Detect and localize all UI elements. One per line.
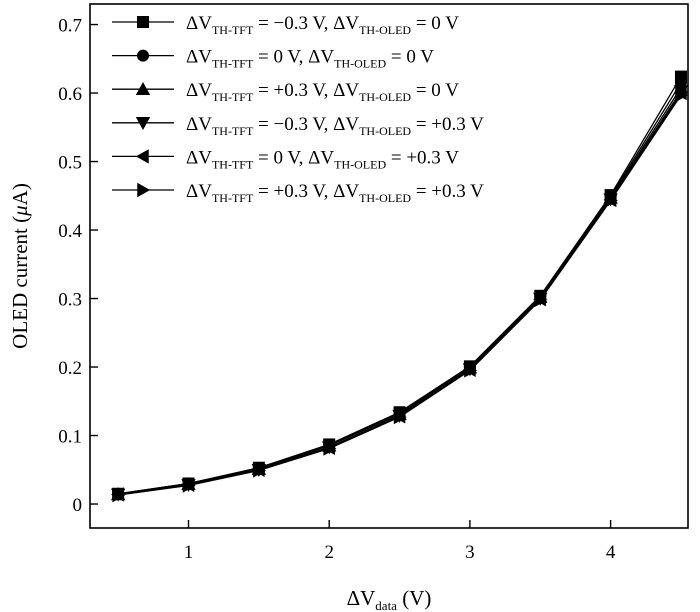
y-tick-label: 0.6 <box>58 84 82 105</box>
series-2 <box>112 76 687 500</box>
legend-label: ΔVTH-TFT = +0.3 V, ΔVTH-OLED = +0.3 V <box>186 181 484 205</box>
legend-label: ΔVTH-TFT = 0 V, ΔVTH-OLED = 0 V <box>186 47 434 71</box>
data-point <box>182 478 196 493</box>
x-axis-label: ΔVdata (V) <box>347 586 432 612</box>
y-tick-label: 0.5 <box>58 153 82 174</box>
legend-label: ΔVTH-TFT = +0.3 V, ΔVTH-OLED = 0 V <box>186 80 459 104</box>
legend-marker <box>135 117 151 130</box>
x-tick-label: 4 <box>606 542 616 563</box>
data-point <box>323 441 337 456</box>
legend-entry: ΔVTH-TFT = −0.3 V, ΔVTH-OLED = 0 V <box>112 13 459 37</box>
data-point <box>604 193 618 208</box>
legend-label: ΔVTH-TFT = −0.3 V, ΔVTH-OLED = +0.3 V <box>186 114 484 138</box>
legend-entry: ΔVTH-TFT = 0 V, ΔVTH-OLED = 0 V <box>112 47 434 71</box>
legend-layer: ΔVTH-TFT = −0.3 V, ΔVTH-OLED = 0 V ΔVTH-T… <box>112 13 484 205</box>
data-point <box>675 87 689 103</box>
data-point <box>112 487 126 503</box>
x-tick-label: 2 <box>324 542 334 563</box>
legend-entry: ΔVTH-TFT = −0.3 V, ΔVTH-OLED = +0.3 V <box>112 114 484 138</box>
legend-entry: ΔVTH-TFT = 0 V, ΔVTH-OLED = +0.3 V <box>112 147 459 171</box>
y-tick-label: 0.4 <box>58 221 82 242</box>
series-layer <box>110 70 689 503</box>
y-tick-label: 0 <box>73 495 83 516</box>
y-tick-label: 0.3 <box>58 290 82 311</box>
legend-label: ΔVTH-TFT = −0.3 V, ΔVTH-OLED = 0 V <box>186 13 459 37</box>
legend-marker <box>137 49 149 62</box>
legend-label: ΔVTH-TFT = 0 V, ΔVTH-OLED = +0.3 V <box>186 147 459 171</box>
series-line <box>118 82 682 495</box>
x-tick-label: 1 <box>184 542 194 563</box>
legend-marker <box>135 82 151 95</box>
y-tick-label: 0.7 <box>58 16 82 37</box>
legend-entry: ΔVTH-TFT = +0.3 V, ΔVTH-OLED = +0.3 V <box>112 181 484 205</box>
y-axis-label: OLED current (μA) <box>8 183 32 349</box>
data-point <box>534 292 548 308</box>
data-point <box>253 463 267 478</box>
ticks-layer: 1 2 3 4 0 0.1 0.2 0.3 0.4 0.5 0.6 0.7 <box>58 16 616 563</box>
series-6 <box>112 87 689 503</box>
legend-marker <box>137 182 151 198</box>
x-tick-label: 3 <box>465 542 475 563</box>
series-line <box>118 76 682 495</box>
y-tick-label: 0.1 <box>58 427 82 448</box>
series-3 <box>110 80 689 501</box>
legend-marker <box>135 149 149 164</box>
plot-frame <box>89 3 689 529</box>
data-point <box>464 363 478 378</box>
legend-marker <box>137 16 149 28</box>
legend-entry: ΔVTH-TFT = +0.3 V, ΔVTH-OLED = 0 V <box>112 80 459 104</box>
y-tick-label: 0.2 <box>58 358 82 379</box>
data-point <box>393 409 407 425</box>
